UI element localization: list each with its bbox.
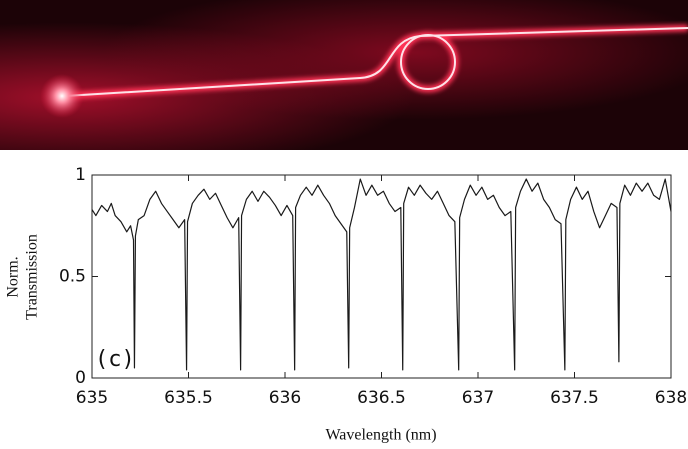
panel-label: (c) [95,347,135,372]
x-axis-label: Wavelength (nm) [325,427,436,444]
y-axis-label: Norm. [5,256,22,297]
micrograph [0,0,688,150]
x-tick-label: 636.5 [357,388,406,408]
x-tick-label: 636 [269,388,301,408]
waveguide [64,27,688,97]
transmission-line [91,178,672,371]
y-tick-label: 1 [75,165,86,185]
plot-frame [91,174,672,379]
x-tick-label: 635.5 [164,388,213,408]
y-tick-label: 0 [75,368,86,388]
x-tick-label: 637 [462,388,494,408]
y-axis-label: Transmission [24,234,41,320]
x-tick-label: 637.5 [550,388,599,408]
x-tick-label: 638 [655,388,687,408]
y-tick-label: 0.5 [59,267,86,287]
x-tick-label: 635 [76,388,108,408]
input-spot [40,74,84,118]
photo-glow [0,0,688,150]
